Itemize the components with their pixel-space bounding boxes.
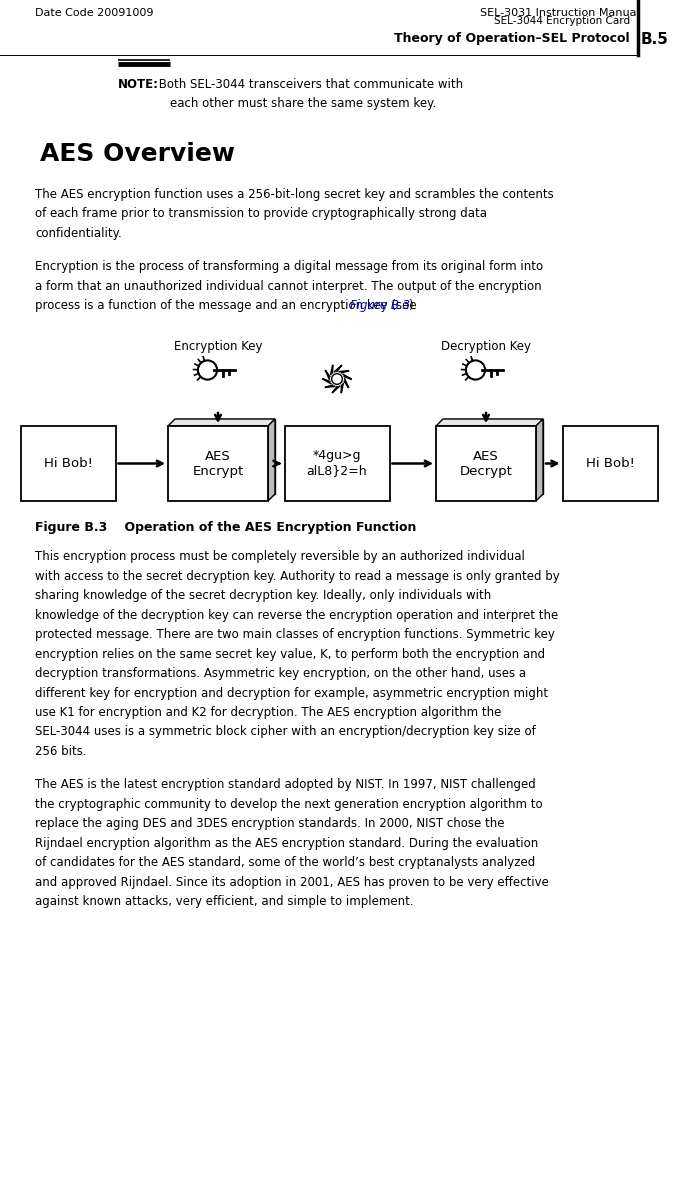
Text: SEL-3031 Instruction Manual: SEL-3031 Instruction Manual (481, 8, 640, 18)
Text: with access to the secret decryption key. Authority to read a message is only gr: with access to the secret decryption key… (35, 570, 560, 583)
Text: decryption transformations. Asymmetric key encryption, on the other hand, uses a: decryption transformations. Asymmetric k… (35, 667, 526, 680)
Text: and approved Rijndael. Since its adoption in 2001, AES has proven to be very eff: and approved Rijndael. Since its adoptio… (35, 876, 549, 889)
Text: NOTE:: NOTE: (118, 78, 159, 91)
FancyBboxPatch shape (562, 426, 657, 501)
FancyBboxPatch shape (443, 419, 543, 494)
Text: each other must share the same system key.: each other must share the same system ke… (155, 98, 436, 111)
Text: a form that an unauthorized individual cannot interpret. The output of the encry: a form that an unauthorized individual c… (35, 280, 541, 292)
Polygon shape (168, 419, 275, 426)
Text: Hi Bob!: Hi Bob! (585, 457, 634, 470)
Text: AES Overview: AES Overview (40, 142, 235, 166)
Text: This encryption process must be completely reversible by an authorized individua: This encryption process must be complete… (35, 550, 525, 563)
Text: different key for encryption and decryption for example, asymmetric encryption m: different key for encryption and decrypt… (35, 686, 548, 699)
Text: process is a function of the message and an encryption key (see: process is a function of the message and… (35, 299, 421, 313)
Text: SEL-3044 Encryption Card: SEL-3044 Encryption Card (494, 16, 630, 26)
Text: Encryption is the process of transforming a digital message from its original fo: Encryption is the process of transformin… (35, 260, 543, 273)
Text: Date Code 20091009: Date Code 20091009 (35, 8, 153, 18)
Text: Decryption Key: Decryption Key (441, 340, 531, 353)
Text: ).: ). (408, 299, 416, 313)
FancyBboxPatch shape (20, 426, 115, 501)
Text: Figure B.3: Figure B.3 (35, 521, 107, 534)
Text: sharing knowledge of the secret decryption key. Ideally, only individuals with: sharing knowledge of the secret decrypti… (35, 589, 491, 602)
FancyBboxPatch shape (436, 426, 536, 501)
Text: Hi Bob!: Hi Bob! (44, 457, 92, 470)
Text: Both SEL-3044 transceivers that communicate with: Both SEL-3044 transceivers that communic… (155, 78, 463, 91)
Text: knowledge of the decryption key can reverse the encryption operation and interpr: knowledge of the decryption key can reve… (35, 608, 558, 622)
Text: the cryptographic community to develop the next generation encryption algorithm : the cryptographic community to develop t… (35, 798, 543, 811)
FancyBboxPatch shape (168, 426, 268, 501)
Text: protected message. There are two main classes of encryption functions. Symmetric: protected message. There are two main cl… (35, 629, 555, 641)
Text: AES
Decrypt: AES Decrypt (460, 450, 512, 477)
Text: The AES encryption function uses a 256-bit-long secret key and scrambles the con: The AES encryption function uses a 256-b… (35, 188, 554, 200)
Polygon shape (436, 419, 543, 426)
Text: SEL-3044 uses is a symmetric block cipher with an encryption/decryption key size: SEL-3044 uses is a symmetric block ciphe… (35, 725, 536, 738)
Text: Figure B.3: Figure B.3 (350, 299, 410, 313)
Text: Operation of the AES Encryption Function: Operation of the AES Encryption Function (107, 521, 416, 534)
Polygon shape (536, 419, 543, 501)
FancyBboxPatch shape (284, 426, 389, 501)
Polygon shape (268, 419, 275, 501)
Text: confidentiality.: confidentiality. (35, 227, 122, 240)
Text: encryption relies on the same secret key value, K, to perform both the encryptio: encryption relies on the same secret key… (35, 648, 545, 661)
Text: Theory of Operation–SEL Protocol: Theory of Operation–SEL Protocol (394, 32, 630, 45)
Text: use K1 for encryption and K2 for decryption. The AES encryption algorithm the: use K1 for encryption and K2 for decrypt… (35, 706, 502, 719)
Text: of candidates for the AES standard, some of the world’s best cryptanalysts analy: of candidates for the AES standard, some… (35, 857, 535, 870)
Text: of each frame prior to transmission to provide cryptographically strong data: of each frame prior to transmission to p… (35, 208, 487, 221)
Text: 256 bits.: 256 bits. (35, 744, 86, 758)
FancyBboxPatch shape (175, 419, 275, 494)
Text: AES
Encrypt: AES Encrypt (192, 450, 244, 477)
Text: Encryption Key: Encryption Key (173, 340, 263, 353)
Text: Rijndael encryption algorithm as the AES encryption standard. During the evaluat: Rijndael encryption algorithm as the AES… (35, 836, 538, 849)
Text: B.5: B.5 (641, 32, 669, 47)
Text: The AES is the latest encryption standard adopted by NIST. In 1997, NIST challen: The AES is the latest encryption standar… (35, 778, 536, 791)
Text: against known attacks, very efficient, and simple to implement.: against known attacks, very efficient, a… (35, 895, 414, 908)
Text: replace the aging DES and 3DES encryption standards. In 2000, NIST chose the: replace the aging DES and 3DES encryptio… (35, 817, 504, 830)
Text: *4gu>g
alL8}2=h: *4gu>g alL8}2=h (306, 450, 367, 477)
